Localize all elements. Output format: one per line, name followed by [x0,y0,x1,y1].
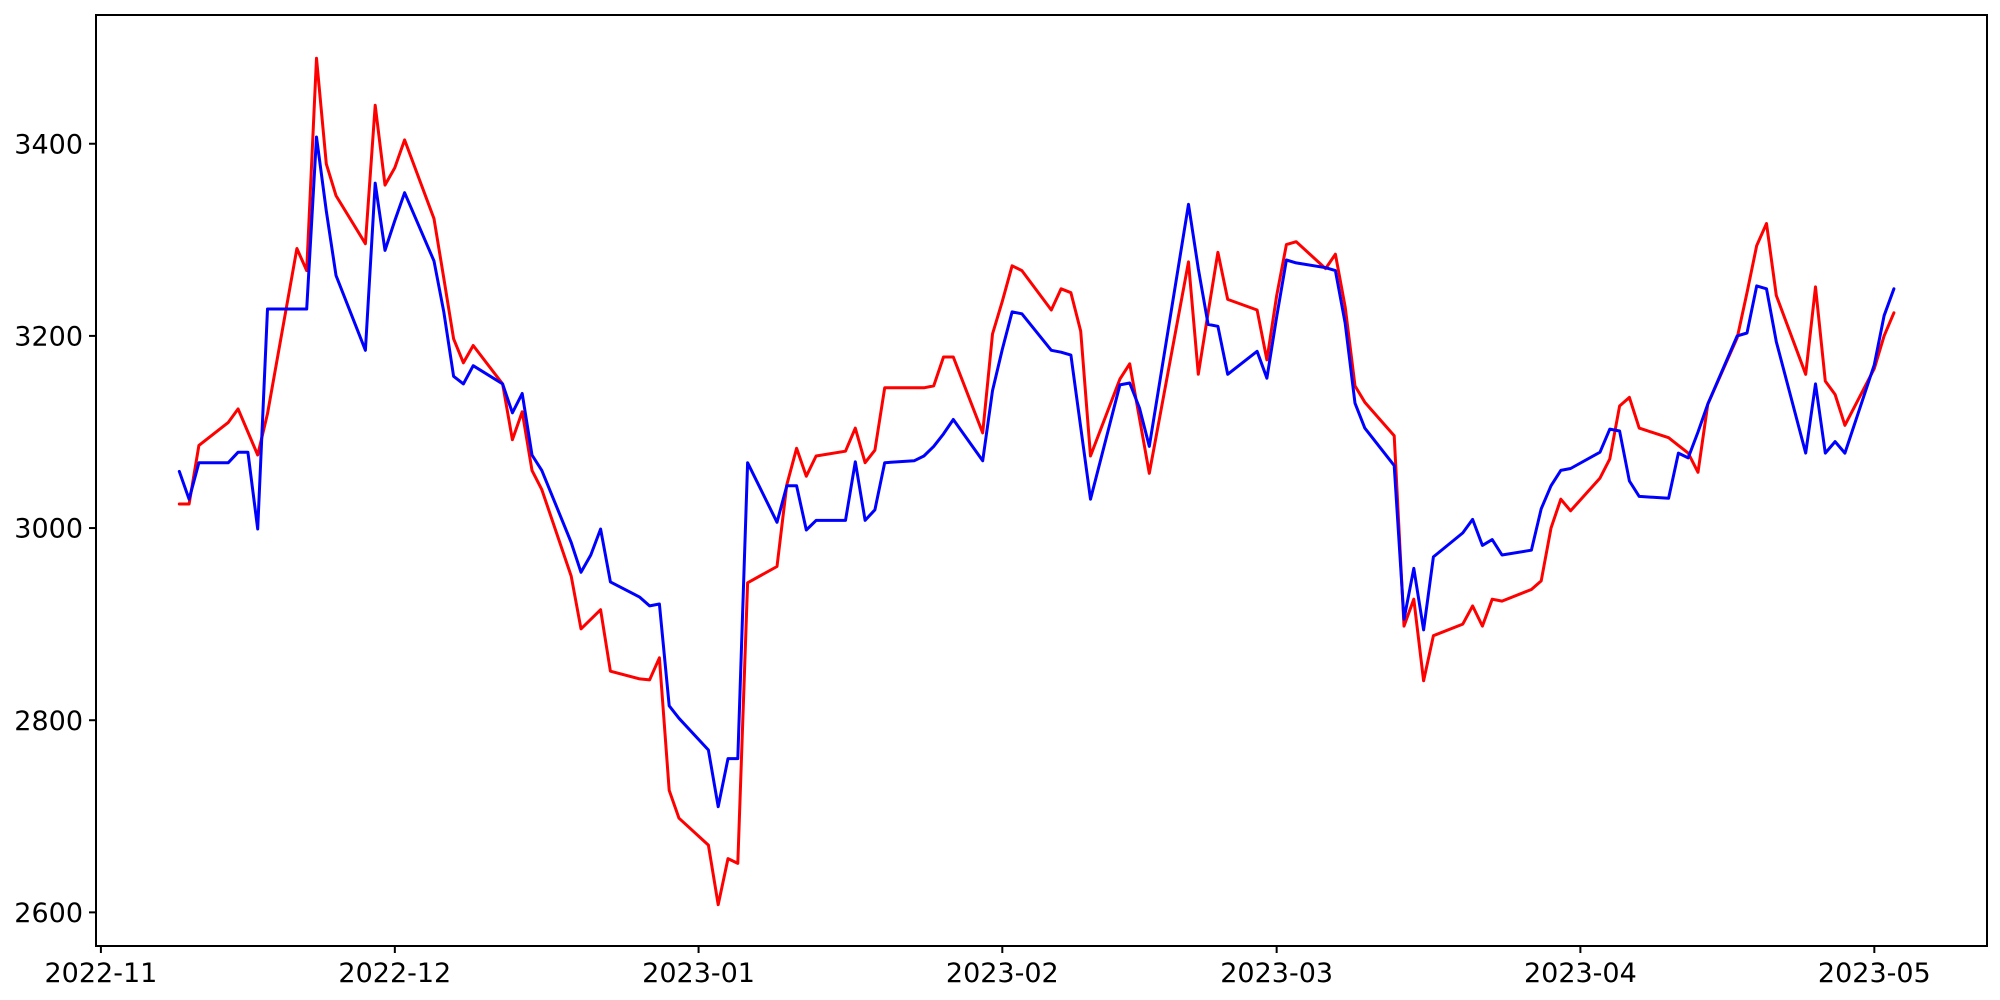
blue-series-line [177,135,1896,809]
x-tick-label: 2023-05 [1818,958,1931,989]
y-tick-label: 2600 [14,898,83,929]
red-series-line [177,56,1896,907]
y-tick-label: 3400 [14,129,83,160]
y-tick-label: 2800 [14,706,83,737]
x-tick-label: 2023-04 [1524,958,1637,989]
x-tick-label: 2023-02 [946,958,1059,989]
x-tick-label: 2022-12 [338,958,451,989]
axes-spines [95,14,1988,947]
x-tick-label: 2023-03 [1220,958,1333,989]
y-tick-label: 3000 [14,514,83,545]
x-tick-label: 2023-01 [642,958,755,989]
x-tick-label: 2022-11 [44,958,157,989]
y-tick-label: 3200 [14,321,83,352]
